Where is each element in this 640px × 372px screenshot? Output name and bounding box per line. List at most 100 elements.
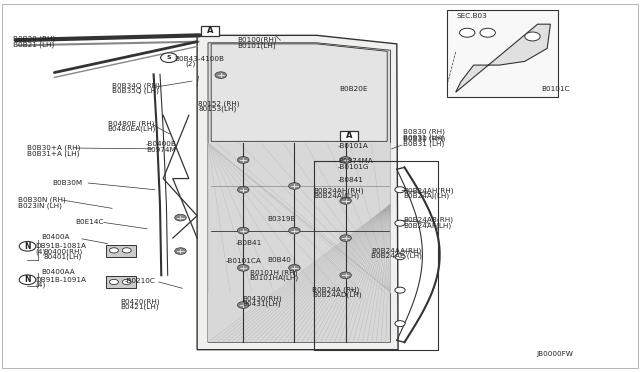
Text: B0420(RH): B0420(RH) xyxy=(120,298,160,305)
Polygon shape xyxy=(208,143,390,342)
Circle shape xyxy=(175,248,186,254)
Text: B0B24AH(RH): B0B24AH(RH) xyxy=(403,187,454,194)
Circle shape xyxy=(395,254,405,260)
Circle shape xyxy=(289,264,300,271)
Text: N: N xyxy=(24,242,31,251)
Circle shape xyxy=(215,72,227,78)
Text: B0B20E: B0B20E xyxy=(339,86,368,92)
Text: 80401(LH): 80401(LH) xyxy=(44,253,82,260)
Text: B0E14C: B0E14C xyxy=(76,219,104,225)
Bar xyxy=(106,276,136,288)
Text: B0B24AF(LH): B0B24AF(LH) xyxy=(403,222,451,229)
Circle shape xyxy=(175,214,186,221)
Text: B0B24AJ(LH): B0B24AJ(LH) xyxy=(314,192,360,199)
Text: B0B24AJ(LH): B0B24AJ(LH) xyxy=(403,192,449,199)
Text: -B0B41: -B0B41 xyxy=(236,240,262,246)
Text: A: A xyxy=(346,131,352,140)
Circle shape xyxy=(289,183,300,189)
Circle shape xyxy=(122,248,131,253)
Text: B0B43-4100B: B0B43-4100B xyxy=(174,56,224,62)
Circle shape xyxy=(525,32,540,41)
Circle shape xyxy=(237,227,249,234)
Text: B0400A: B0400A xyxy=(42,234,70,240)
Text: B0101C: B0101C xyxy=(541,86,570,92)
Circle shape xyxy=(109,279,118,285)
Text: B0B34Q (RH): B0B34Q (RH) xyxy=(112,82,160,89)
Text: B0B24A (RH): B0B24A (RH) xyxy=(312,286,360,293)
Circle shape xyxy=(19,241,36,251)
Text: B0B31 (LH): B0B31 (LH) xyxy=(403,140,444,147)
Text: B0101HA(LH): B0101HA(LH) xyxy=(250,274,299,281)
Text: B0B24AD(LH): B0B24AD(LH) xyxy=(312,291,362,298)
Text: DB91B-1081A: DB91B-1081A xyxy=(35,243,86,249)
Text: B0480EA(LH): B0480EA(LH) xyxy=(108,126,156,132)
Text: S: S xyxy=(166,55,172,60)
Circle shape xyxy=(237,186,249,193)
Text: -B0101A: -B0101A xyxy=(338,143,369,149)
Circle shape xyxy=(122,279,131,285)
Circle shape xyxy=(395,287,405,293)
Text: B0B21 (LH): B0B21 (LH) xyxy=(13,41,54,48)
Circle shape xyxy=(237,157,249,163)
Text: JB0000FW: JB0000FW xyxy=(536,351,573,357)
Text: B023IN (LH): B023IN (LH) xyxy=(18,202,62,209)
Text: -B0841: -B0841 xyxy=(338,177,364,183)
Text: B0B24AB(RH): B0B24AB(RH) xyxy=(403,217,453,224)
Circle shape xyxy=(340,198,351,204)
Text: -B0210C: -B0210C xyxy=(125,278,156,284)
Polygon shape xyxy=(197,35,398,350)
Text: B0480E (RH): B0480E (RH) xyxy=(108,120,154,127)
Text: B0B24AH(RH): B0B24AH(RH) xyxy=(314,187,364,194)
Circle shape xyxy=(237,264,249,271)
Circle shape xyxy=(19,275,36,285)
Circle shape xyxy=(480,28,495,37)
Text: B0830 (RH): B0830 (RH) xyxy=(403,129,445,135)
Circle shape xyxy=(237,302,249,308)
Circle shape xyxy=(460,28,475,37)
Circle shape xyxy=(161,53,177,62)
Text: 80152 (RH): 80152 (RH) xyxy=(198,100,240,107)
Text: (4): (4) xyxy=(35,282,45,288)
Circle shape xyxy=(289,227,300,234)
Text: B0874MA: B0874MA xyxy=(338,158,372,164)
Text: B0931 (LH): B0931 (LH) xyxy=(403,134,444,141)
Circle shape xyxy=(109,248,118,253)
Text: B0101H (RH): B0101H (RH) xyxy=(250,269,297,276)
Circle shape xyxy=(340,157,351,163)
Text: B0431(LH): B0431(LH) xyxy=(242,300,280,307)
Bar xyxy=(106,245,136,257)
Text: B0400AA: B0400AA xyxy=(42,269,76,275)
Text: -B0101CA: -B0101CA xyxy=(225,258,261,264)
Circle shape xyxy=(395,220,405,226)
Text: (4): (4) xyxy=(35,248,45,255)
Text: B0B35Q (LH): B0B35Q (LH) xyxy=(112,88,159,94)
Text: B0B24AA(RH): B0B24AA(RH) xyxy=(371,247,422,254)
Text: B0B20 (RH): B0B20 (RH) xyxy=(13,36,55,42)
Text: -B0400B: -B0400B xyxy=(146,141,177,147)
Text: B0B31+A (LH): B0B31+A (LH) xyxy=(27,150,79,157)
Text: -B0101G: -B0101G xyxy=(338,164,369,170)
Text: A: A xyxy=(207,26,213,35)
FancyBboxPatch shape xyxy=(201,26,219,36)
Circle shape xyxy=(340,272,351,279)
Polygon shape xyxy=(456,24,550,92)
Text: B0421(LH): B0421(LH) xyxy=(120,303,159,310)
Text: DB91B-1091A: DB91B-1091A xyxy=(35,277,86,283)
Text: B0319B: B0319B xyxy=(268,217,296,222)
Circle shape xyxy=(340,235,351,241)
Text: B0100(RH): B0100(RH) xyxy=(237,37,276,44)
Text: B0B30+A (RH): B0B30+A (RH) xyxy=(27,145,80,151)
Text: SEC.B03: SEC.B03 xyxy=(457,13,488,19)
Text: B0430(RH): B0430(RH) xyxy=(242,295,282,302)
Polygon shape xyxy=(208,43,390,342)
Text: B0B30 (RH): B0B30 (RH) xyxy=(403,135,445,142)
Text: B0101(LH): B0101(LH) xyxy=(237,42,275,49)
Text: B0974M: B0974M xyxy=(146,147,175,153)
Text: B0B24AE (LH): B0B24AE (LH) xyxy=(371,253,422,259)
Circle shape xyxy=(395,187,405,193)
Text: 80400(RH): 80400(RH) xyxy=(44,248,83,255)
Text: B0B30N (RH): B0B30N (RH) xyxy=(18,197,66,203)
FancyBboxPatch shape xyxy=(340,131,358,141)
Text: B0B30M: B0B30M xyxy=(52,180,83,186)
Text: B0B40: B0B40 xyxy=(268,257,291,263)
